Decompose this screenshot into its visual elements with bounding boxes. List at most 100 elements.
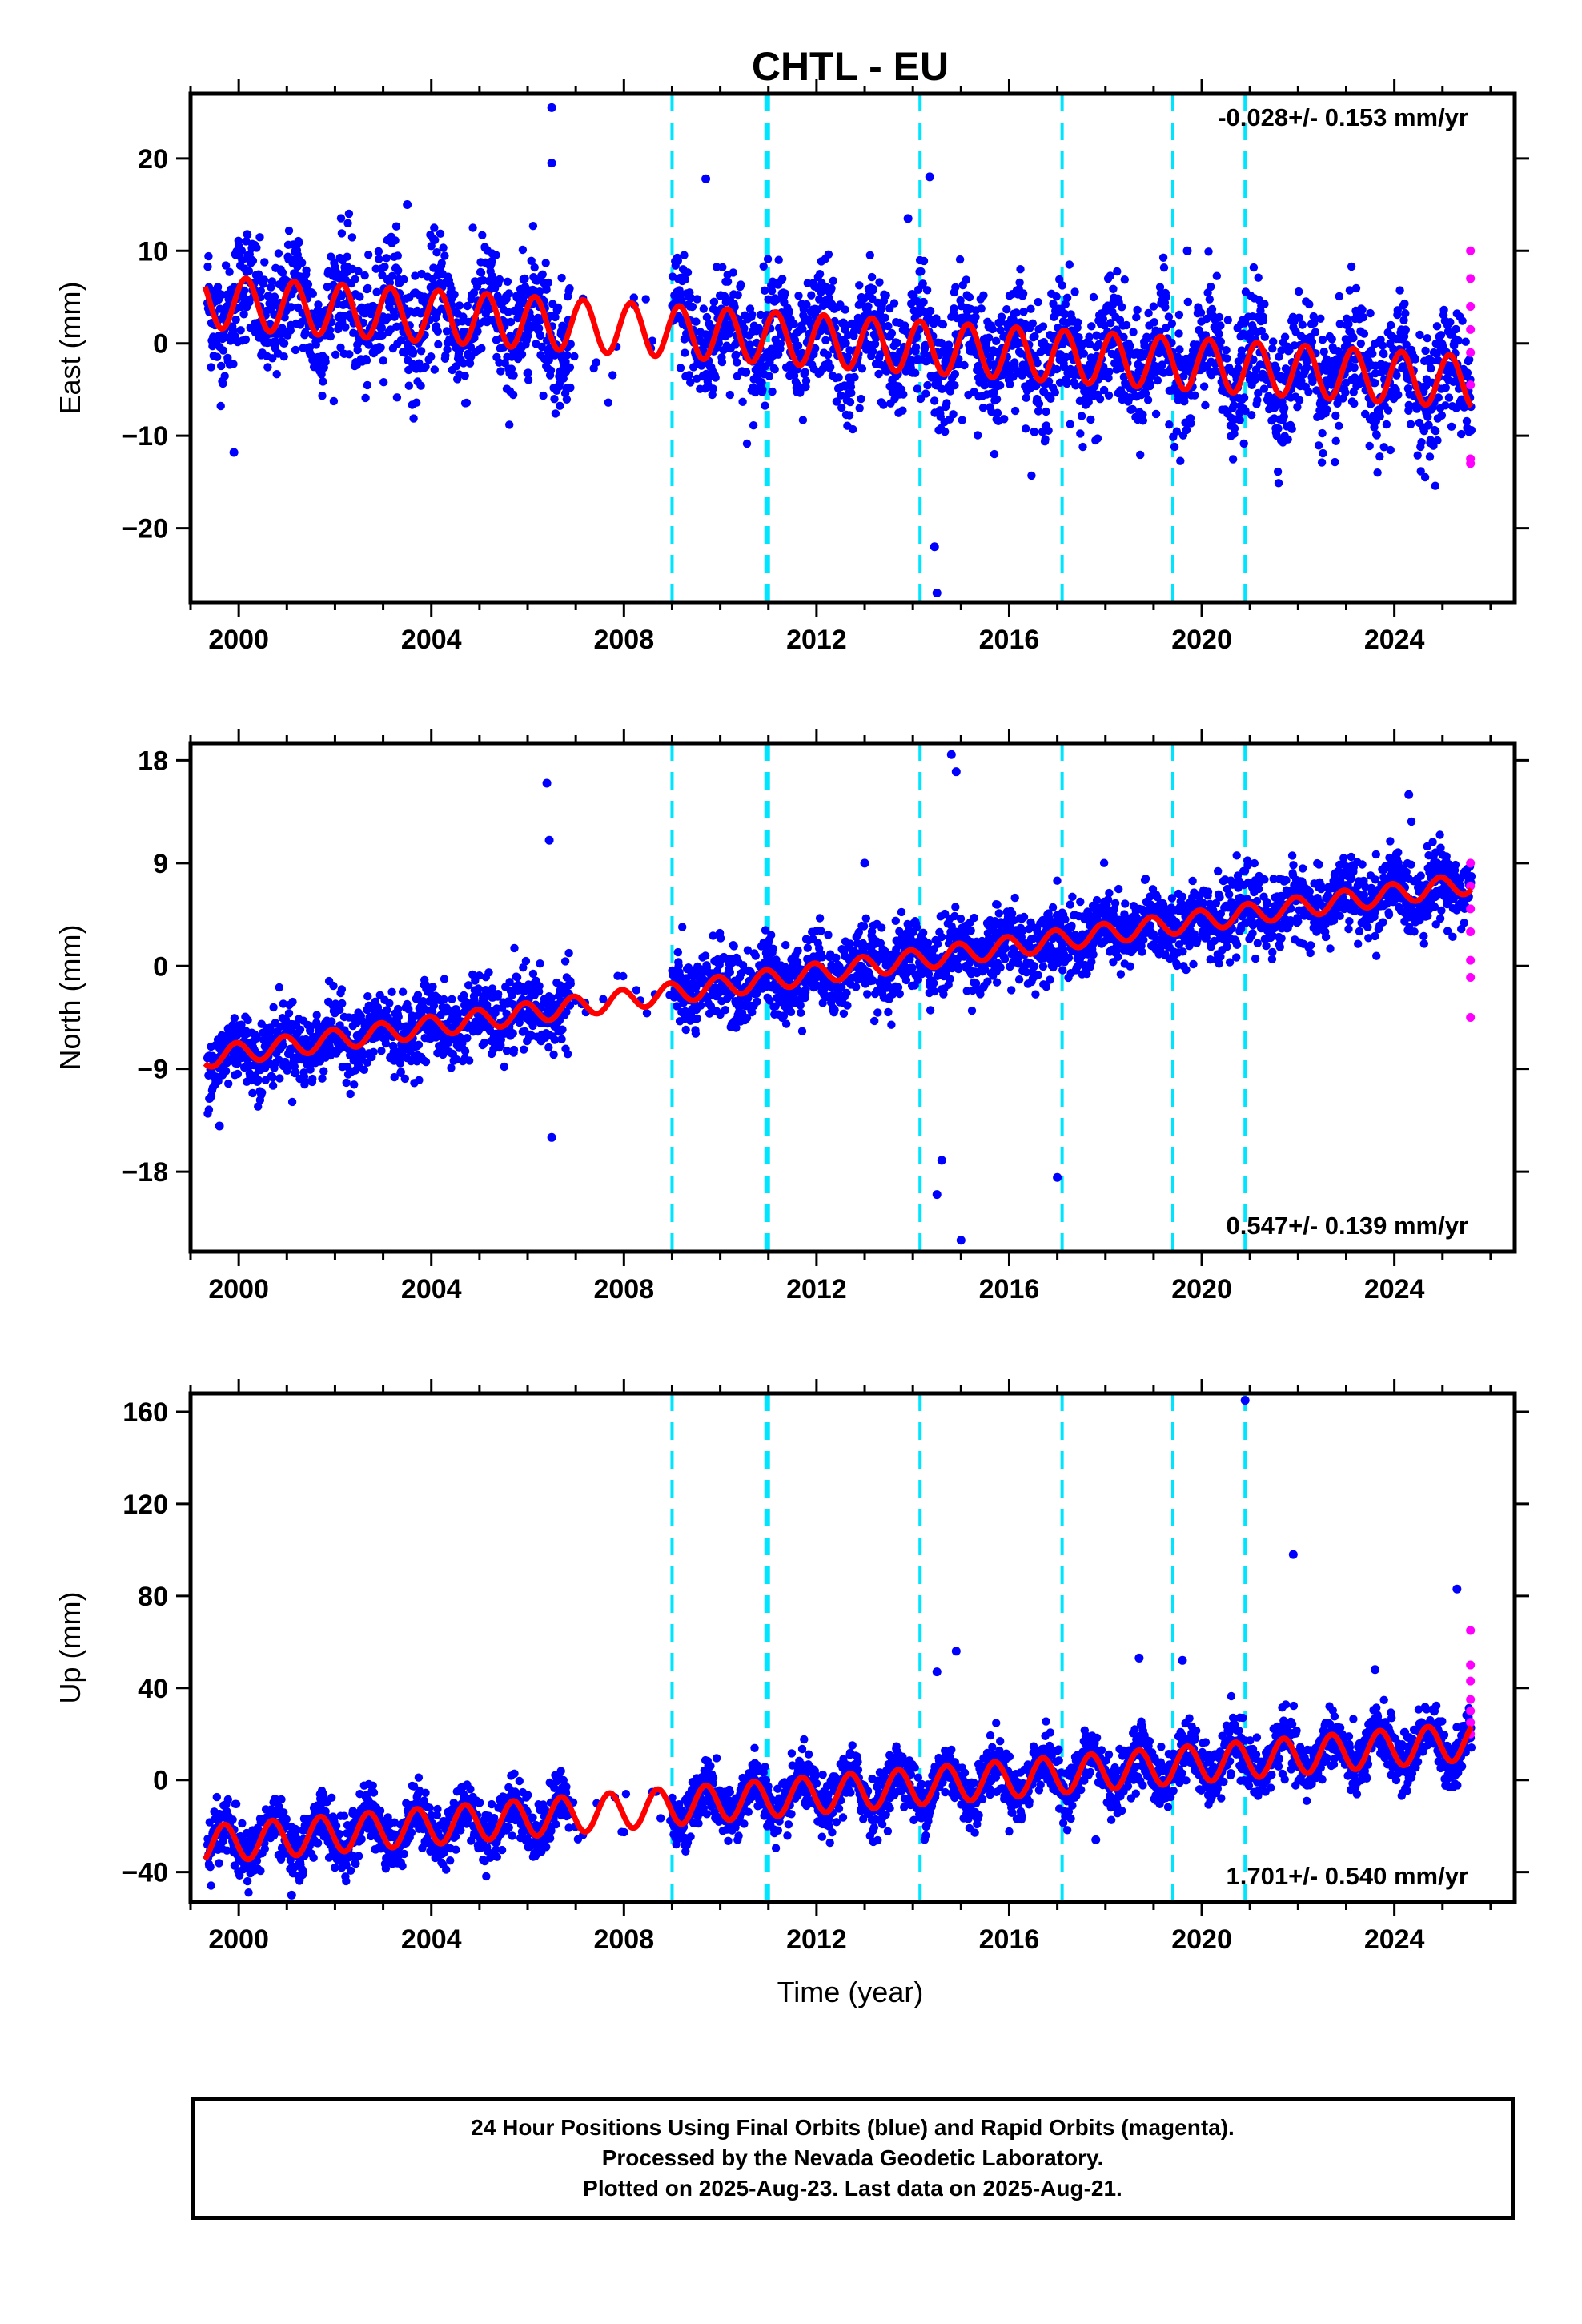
data-point xyxy=(1373,468,1382,477)
data-point xyxy=(815,295,824,304)
data-point xyxy=(1058,281,1067,290)
data-point xyxy=(478,231,487,239)
data-point xyxy=(379,356,387,365)
data-point xyxy=(733,358,741,367)
data-point xyxy=(409,348,418,356)
data-point xyxy=(1042,407,1050,416)
data-point xyxy=(255,233,264,242)
data-point xyxy=(1162,292,1170,301)
data-point xyxy=(693,295,701,304)
data-point xyxy=(1452,324,1460,334)
data-point xyxy=(275,983,283,992)
data-point xyxy=(260,258,269,267)
data-point xyxy=(1280,404,1289,412)
data-point xyxy=(1150,318,1159,327)
data-point xyxy=(1212,271,1222,280)
data-point xyxy=(718,263,727,271)
data-point xyxy=(1406,420,1415,428)
data-point xyxy=(393,251,402,260)
data-point xyxy=(685,371,693,380)
data-point xyxy=(1222,346,1231,355)
data-point xyxy=(789,320,798,328)
data-point xyxy=(881,313,889,322)
data-point xyxy=(355,292,364,301)
data-point xyxy=(913,384,922,393)
data-point xyxy=(440,975,449,983)
data-point xyxy=(291,345,300,355)
data-point xyxy=(765,372,774,380)
data-point xyxy=(319,377,327,386)
data-point xyxy=(974,431,982,440)
data-point xyxy=(535,982,544,991)
data-point xyxy=(911,343,921,352)
data-point xyxy=(269,1003,278,1012)
data-point xyxy=(763,255,773,263)
data-point xyxy=(1230,424,1239,433)
data-point xyxy=(360,271,369,280)
data-point xyxy=(859,922,869,931)
data-point xyxy=(836,300,845,309)
data-point xyxy=(1175,345,1184,354)
data-point xyxy=(416,381,425,390)
data-point xyxy=(236,326,245,335)
x-tick-label-east-4: 2016 xyxy=(979,625,1040,655)
data-point xyxy=(677,296,686,305)
data-point xyxy=(243,1015,252,1025)
data-point xyxy=(863,990,872,999)
data-point xyxy=(1052,364,1062,374)
data-point xyxy=(512,973,522,982)
data-point xyxy=(496,367,505,376)
data-point xyxy=(535,287,544,296)
data-point xyxy=(463,301,472,311)
data-point xyxy=(849,424,857,434)
data-point xyxy=(341,323,350,332)
data-point xyxy=(314,300,323,309)
data-point xyxy=(699,304,708,313)
data-point xyxy=(923,380,932,390)
data-point xyxy=(337,985,347,994)
data-point xyxy=(428,983,437,991)
data-point xyxy=(1335,292,1344,301)
data-point xyxy=(1423,334,1432,343)
data-point xyxy=(861,914,871,923)
data-point xyxy=(837,391,845,400)
data-point xyxy=(1034,297,1042,307)
data-point xyxy=(1087,322,1096,331)
data-point xyxy=(361,393,370,403)
data-point xyxy=(889,299,899,308)
data-point xyxy=(837,403,846,412)
data-point xyxy=(551,409,560,418)
data-point xyxy=(949,410,958,419)
data-point xyxy=(381,1039,391,1048)
data-point xyxy=(1436,331,1446,340)
data-point xyxy=(678,923,687,931)
data-point xyxy=(557,1035,566,1044)
data-point xyxy=(865,251,875,259)
data-point xyxy=(1151,409,1161,419)
data-point xyxy=(893,338,901,348)
data-point xyxy=(1368,349,1377,358)
data-point xyxy=(544,356,553,364)
data-point xyxy=(517,350,527,359)
data-point xyxy=(1311,328,1320,336)
data-point xyxy=(877,923,886,932)
data-point xyxy=(1341,388,1350,397)
data-point xyxy=(270,292,279,301)
data-point xyxy=(1010,406,1020,416)
data-point xyxy=(1022,393,1030,402)
data-point xyxy=(353,345,362,355)
data-point xyxy=(930,396,939,405)
data-point xyxy=(1295,396,1304,404)
data-point xyxy=(1359,329,1369,338)
data-point xyxy=(962,275,971,284)
data-point xyxy=(1237,346,1247,355)
data-point xyxy=(887,1020,896,1029)
rapid-orbit-point-1 xyxy=(1466,274,1476,283)
data-point xyxy=(487,257,496,266)
data-point xyxy=(303,279,313,289)
data-point xyxy=(274,249,283,258)
data-point xyxy=(492,251,500,259)
data-point xyxy=(1216,321,1225,330)
data-point xyxy=(1358,305,1367,314)
data-point xyxy=(1034,400,1044,408)
